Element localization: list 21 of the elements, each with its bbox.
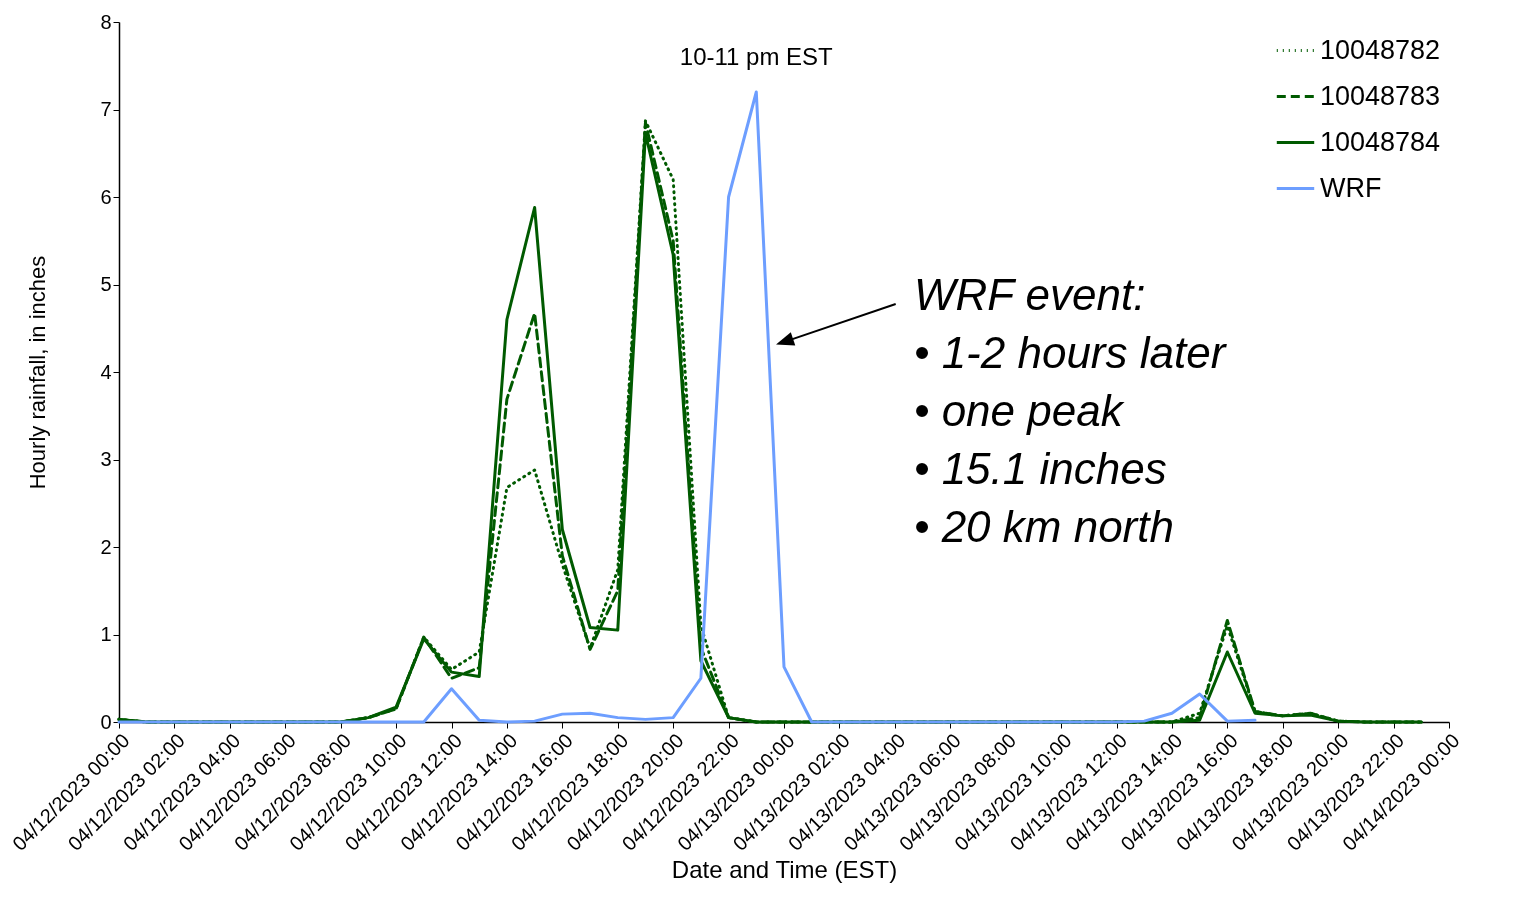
annotation: • 20 km north [914,502,1174,551]
legend-label: 10048784 [1320,126,1441,157]
legend-label: 10048782 [1320,34,1441,65]
y-tick-label: 1 [100,623,112,645]
annotation: • one peak [914,386,1125,435]
y-tick-label: 6 [100,185,112,208]
annotation: 10-11 pm EST [679,43,834,70]
y-tick-label: 7 [100,98,112,120]
y-tick-label: 5 [100,273,112,295]
y-axis-title: Hourly rainfall, in inches [25,255,51,490]
y-tick-label: 8 [100,10,112,33]
y-tick-label: 4 [100,360,112,383]
annotation: • 15.1 inches [914,444,1167,493]
x-axis-title: Date and Time (EST) [671,855,898,883]
y-tick-label: 3 [100,448,112,470]
annotation: WRF event: [914,270,1146,319]
legend-label: 10048783 [1320,80,1441,111]
annotation: • 1-2 hours later [914,328,1228,377]
y-tick-label: 0 [100,710,112,733]
legend-label: WRF [1320,172,1382,203]
y-tick-label: 2 [100,535,112,558]
